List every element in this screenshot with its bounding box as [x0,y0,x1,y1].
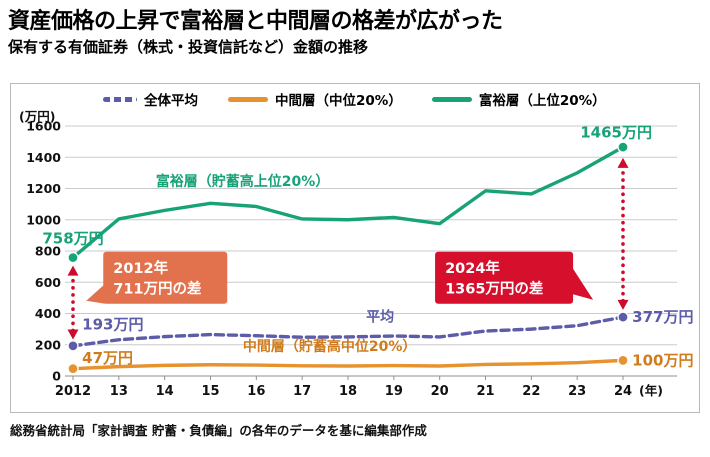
gap-arrow-head-top [617,157,629,168]
series-inline-label: 中間層（貯蓄高中位20%） [243,338,417,355]
middle-line-swatch [228,96,268,102]
x-tick-label: 14 [156,384,174,399]
legend-item-average: 全体平均 [103,89,198,109]
x-tick-label: 20 [431,384,449,399]
callout-text: 1365万円の差 [445,279,543,297]
series-line-average [71,315,625,348]
y-tick-label: 0 [52,369,61,384]
y-tick-label: 800 [35,244,61,259]
endpoint-marker-middle [67,363,79,375]
callout-text: 2024年 [445,259,500,277]
gap-arrow-head-bottom [67,329,79,340]
x-tick-label: 23 [568,384,586,399]
value-label: 377万円 [632,308,693,326]
legend-item-middle: 中間層（中位20%） [228,89,402,109]
gap-arrow-head-top [67,265,79,276]
legend-label-wealthy: 富裕層（上位20%） [478,93,606,109]
x-tick-label: 22 [522,384,540,399]
callout-text: 711万円の差 [113,279,201,297]
y-tick-label: 1200 [26,181,61,196]
chart-plot: 0 200 400 600 800 1000 1200 1400 1600 2012 13 14 15 1… [26,119,693,400]
y-tick-label: 200 [35,337,61,352]
y-tick-label: 1600 [26,119,61,134]
value-label: 100万円 [632,351,693,369]
value-label: 758万円 [42,230,103,248]
series-inline-label: 平均 [366,308,394,325]
x-tick-label: 24 [614,384,632,399]
y-axis-unit-label: (万円) [19,109,56,124]
y-tick-label: 1000 [26,212,61,227]
callout-pointer [571,265,594,300]
y-tick-label: 600 [35,275,61,290]
callout-box [435,251,574,304]
value-label: 1465万円 [580,123,652,141]
y-tick-label: 1400 [26,150,61,165]
average-line-swatch [103,96,137,102]
legend-label-middle: 中間層（中位20%） [275,93,402,109]
series-line-wealthy [71,145,625,260]
series-inline-label: 富裕層（貯蓄高上位20%） [156,173,330,190]
endpoint-marker-wealthy [67,251,79,264]
wealthy-line-swatch [431,96,472,102]
legend-label-average: 全体平均 [144,93,198,109]
x-tick-label: 21 [476,384,494,399]
x-tick-label: 18 [339,384,357,399]
x-tick-label: 17 [293,384,311,399]
endpoint-marker-average [67,340,79,352]
legend-item-wealthy: 富裕層（上位20%） [431,89,606,109]
source-note: 総務省統計局「家計調査 貯蓄・負債編」の各年のデータを基に編集部作成 [10,423,427,438]
y-tick-label: 400 [35,306,61,321]
endpoint-marker-average [617,311,629,323]
endpoint-marker-wealthy [617,141,629,153]
callout-box [103,251,228,304]
x-tick-label: 19 [385,384,403,399]
callout-pointer [86,283,106,304]
chart-panel: 全体平均 中間層（中位20%） 富裕層（上位20%） (万円) 0 200 400 6… [10,83,700,413]
value-label: 193万円 [82,315,143,333]
endpoint-marker-middle [617,354,629,367]
page-title: 資産価格の上昇で富裕層と中間層の格差が広がった [8,9,503,34]
x-tick-label: 13 [110,384,128,399]
gap-arrow-head-bottom [617,299,629,310]
x-tick-label: 15 [201,384,219,399]
legend: 全体平均 中間層（中位20%） 富裕層（上位20%） [11,84,699,114]
x-axis-unit-label: (年) [639,383,663,398]
callout-text: 2012年 [113,259,168,277]
series-line-middle [71,358,625,371]
x-tick-label: 2012 [55,384,91,399]
page-subtitle: 保有する有価証券（株式・投資信託など）金額の推移 [8,37,369,56]
value-label: 47万円 [82,349,133,367]
x-tick-label: 16 [247,384,265,399]
